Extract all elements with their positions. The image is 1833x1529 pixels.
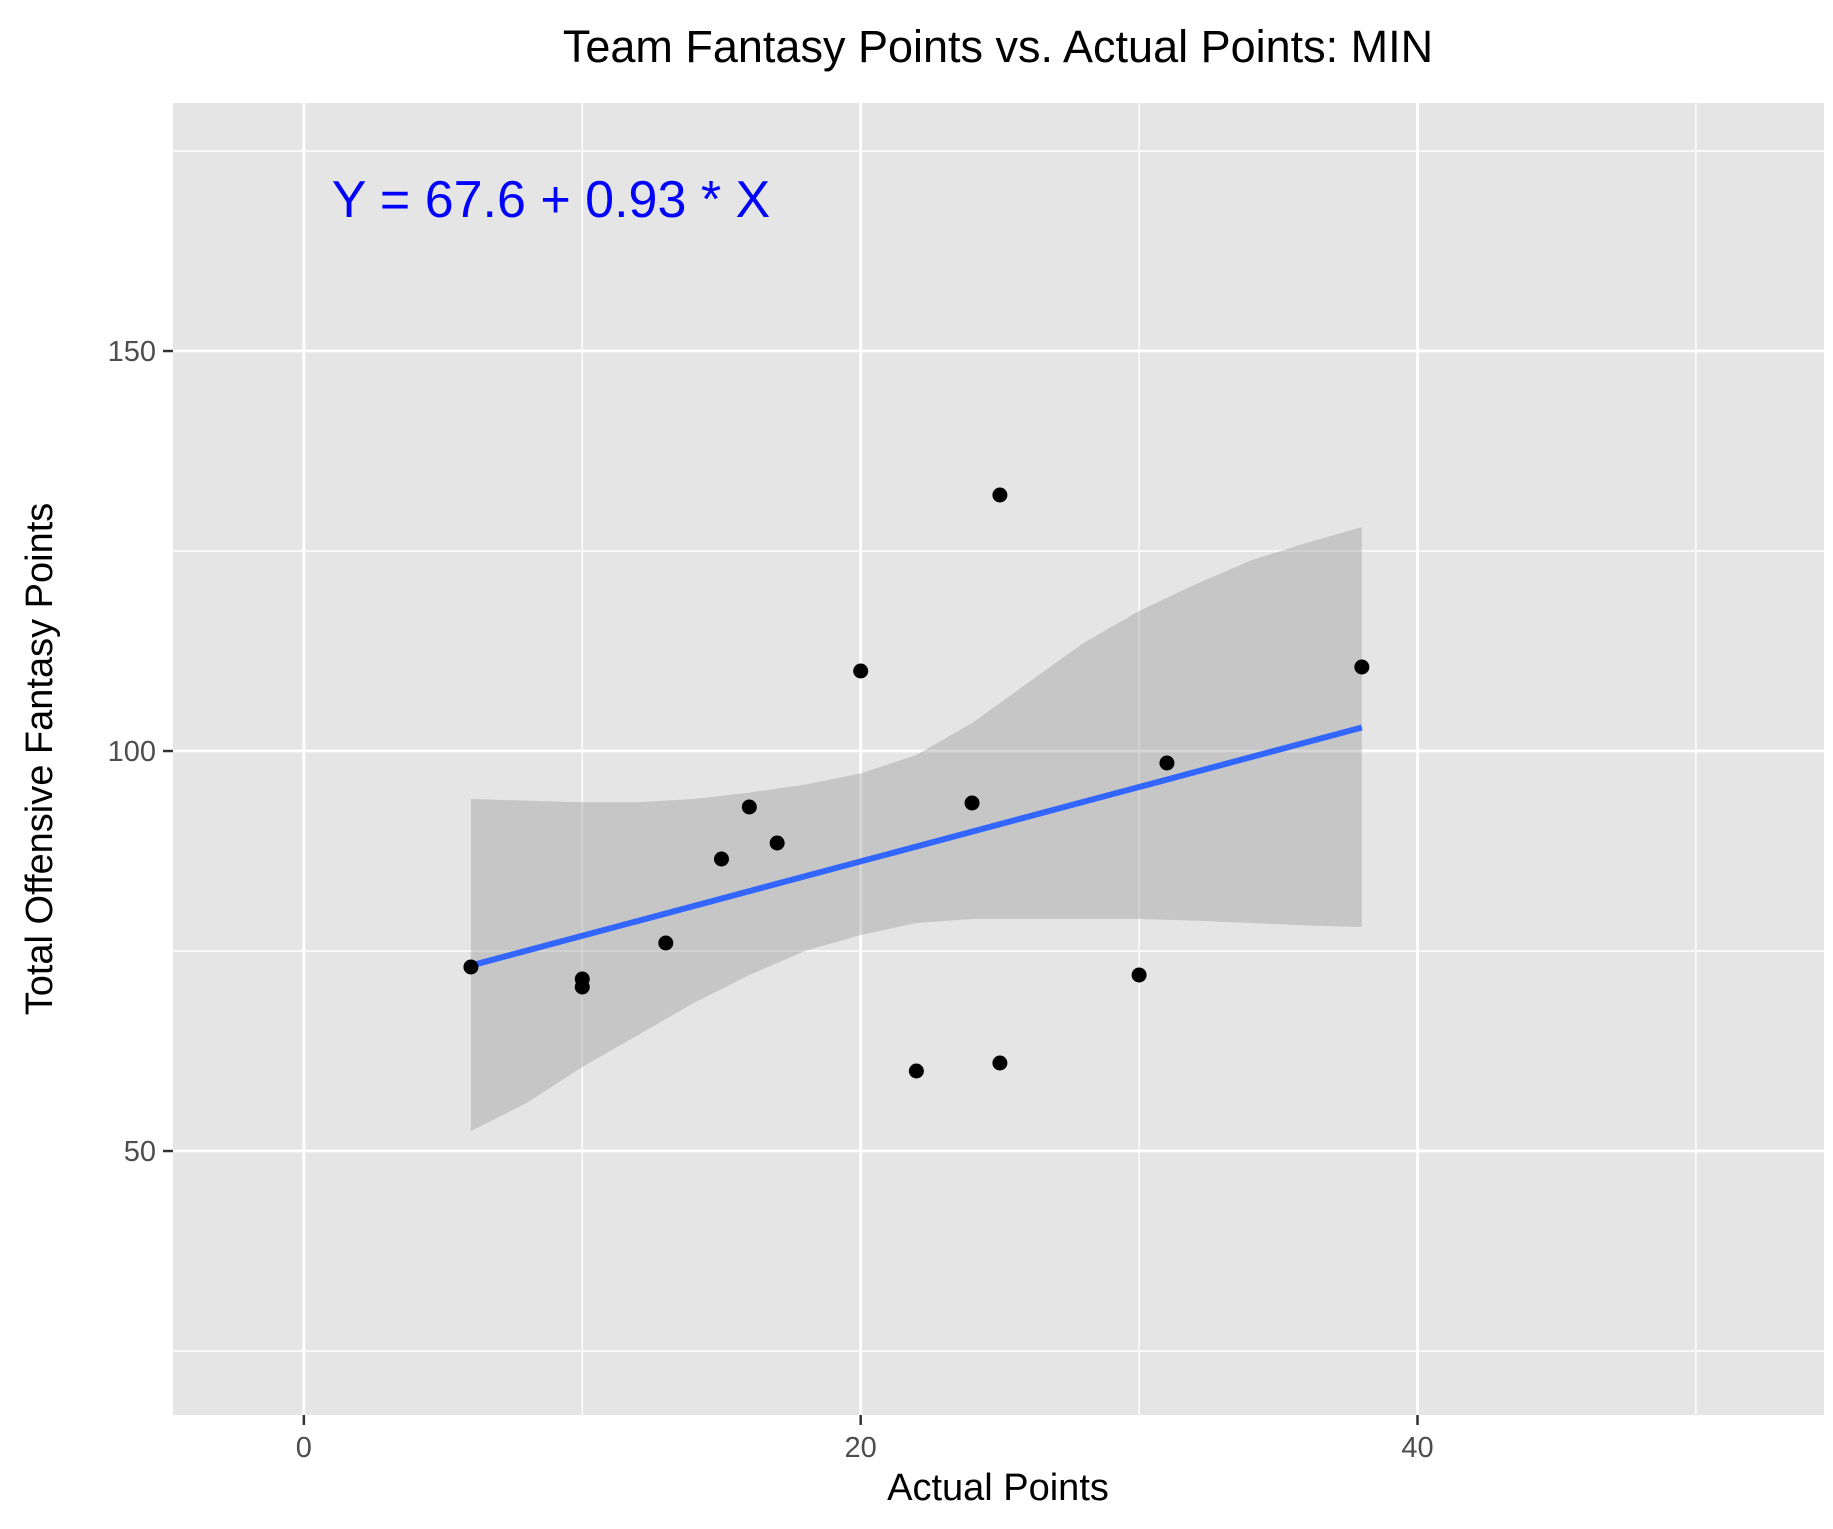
equation-annotation: Y = 67.6 + 0.93 * X [332, 171, 771, 229]
confidence-band [470, 527, 1362, 1131]
x-axis-title: Actual Points [887, 1467, 1109, 1509]
data-point [908, 1063, 924, 1079]
chart-title: Team Fantasy Points vs. Actual Points: M… [563, 21, 1433, 72]
regression-line [470, 724, 1363, 969]
data-point [463, 959, 479, 975]
data-point [992, 487, 1008, 503]
x-tick-label: 0 [296, 1432, 312, 1464]
y-axis-title: Total Offensive Fantasy Points [19, 503, 61, 1016]
y-tick-label: 150 [108, 336, 156, 368]
data-point [853, 663, 869, 679]
data-point [574, 979, 590, 995]
data-points [463, 487, 1370, 1079]
data-point [964, 795, 980, 811]
y-axis: 50 100 150 [108, 336, 173, 1168]
x-tick-label: 40 [1401, 1432, 1433, 1464]
data-point [1354, 659, 1370, 675]
x-tick-label: 20 [845, 1432, 877, 1464]
minor-gridlines [173, 103, 1824, 1415]
data-point [713, 851, 729, 867]
data-point [658, 935, 674, 951]
data-point [1131, 967, 1147, 983]
data-point [769, 835, 785, 851]
plot-panel [173, 103, 1824, 1415]
major-gridlines [173, 103, 1824, 1415]
y-tick-label: 100 [108, 736, 156, 768]
y-tick-label: 50 [124, 1136, 156, 1168]
data-point [741, 799, 757, 815]
data-point [992, 1055, 1008, 1071]
x-axis: 0 20 40 [296, 1415, 1434, 1464]
data-point [1159, 755, 1175, 771]
